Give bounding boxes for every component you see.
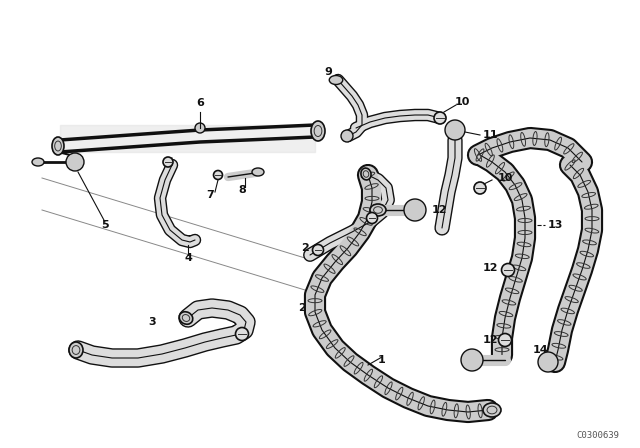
Ellipse shape	[311, 121, 325, 141]
Ellipse shape	[329, 76, 343, 85]
Text: 9: 9	[324, 67, 332, 77]
Circle shape	[214, 171, 223, 180]
Ellipse shape	[179, 312, 193, 324]
Circle shape	[341, 130, 353, 142]
Ellipse shape	[52, 137, 64, 155]
Text: 10: 10	[454, 97, 470, 107]
Text: 2: 2	[301, 243, 309, 253]
Circle shape	[445, 120, 465, 140]
Circle shape	[236, 327, 248, 340]
Text: 12: 12	[483, 335, 498, 345]
Circle shape	[408, 203, 422, 217]
Ellipse shape	[361, 168, 371, 180]
Circle shape	[502, 263, 515, 276]
Circle shape	[499, 333, 511, 346]
Text: 3: 3	[148, 317, 156, 327]
Text: C0300639: C0300639	[577, 431, 620, 439]
Circle shape	[474, 182, 486, 194]
Text: 1: 1	[378, 355, 386, 365]
Circle shape	[66, 153, 84, 171]
Text: 12: 12	[483, 263, 498, 273]
Circle shape	[69, 156, 81, 168]
Text: 11: 11	[483, 130, 498, 140]
Circle shape	[343, 132, 351, 140]
Ellipse shape	[483, 403, 501, 417]
Circle shape	[312, 245, 323, 255]
Ellipse shape	[32, 158, 44, 166]
Circle shape	[465, 353, 479, 367]
Circle shape	[367, 212, 378, 224]
Text: 14: 14	[532, 345, 548, 355]
Text: 2: 2	[298, 303, 306, 313]
Text: 7: 7	[206, 190, 214, 200]
Circle shape	[163, 157, 173, 167]
Circle shape	[411, 206, 419, 214]
Text: 13: 13	[548, 220, 563, 230]
Circle shape	[451, 126, 458, 134]
Text: 6: 6	[196, 98, 204, 108]
Text: 12: 12	[432, 205, 447, 215]
Text: 4: 4	[184, 253, 192, 263]
Ellipse shape	[69, 342, 83, 358]
Text: 5: 5	[101, 220, 109, 230]
Text: 8: 8	[238, 185, 246, 195]
Circle shape	[195, 123, 205, 133]
Circle shape	[538, 352, 558, 372]
Circle shape	[541, 356, 554, 369]
Circle shape	[545, 358, 552, 366]
Circle shape	[468, 356, 476, 364]
Circle shape	[461, 349, 483, 371]
Text: 10: 10	[498, 173, 513, 183]
Circle shape	[404, 199, 426, 221]
Circle shape	[434, 112, 446, 124]
Ellipse shape	[252, 168, 264, 176]
Circle shape	[72, 159, 78, 165]
Circle shape	[449, 124, 461, 137]
Circle shape	[345, 134, 349, 138]
Ellipse shape	[370, 204, 386, 216]
